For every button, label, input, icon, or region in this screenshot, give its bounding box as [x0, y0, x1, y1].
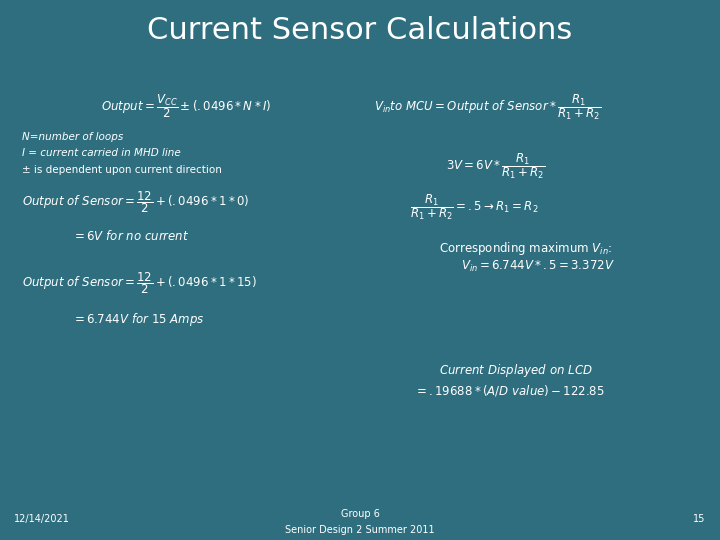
Text: $Output\ of\ Sensor = \dfrac{12}{2} + (.0496 * 1 * 0)$: $Output\ of\ Sensor = \dfrac{12}{2} + (.…	[22, 189, 249, 215]
Text: $Output = \dfrac{V_{CC}}{2} \pm (.0496 * N * I)$: $Output = \dfrac{V_{CC}}{2} \pm (.0496 *…	[101, 92, 271, 119]
Text: $\dfrac{R_1}{R_1 + R_2} = .5 \rightarrow R_1 = R_2$: $\dfrac{R_1}{R_1 + R_2} = .5 \rightarrow…	[410, 192, 539, 221]
Text: $Output\ of\ Sensor = \dfrac{12}{2} + (.0496 * 1 * 15)$: $Output\ of\ Sensor = \dfrac{12}{2} + (.…	[22, 270, 256, 296]
Text: Group 6: Group 6	[341, 509, 379, 519]
Text: Senior Design 2 Summer 2011: Senior Design 2 Summer 2011	[285, 524, 435, 535]
Text: 15: 15	[693, 514, 706, 524]
Text: 12/14/2021: 12/14/2021	[14, 514, 71, 524]
Text: $3V = 6V * \dfrac{R_1}{R_1 + R_2}$: $3V = 6V * \dfrac{R_1}{R_1 + R_2}$	[446, 151, 546, 181]
Text: $Current\ Displayed\ on\ LCD$: $Current\ Displayed\ on\ LCD$	[439, 362, 593, 379]
Text: $= 6V\ for\ no\ current$: $= 6V\ for\ no\ current$	[72, 230, 189, 244]
Text: Corresponding maximum $V_{in}$:: Corresponding maximum $V_{in}$:	[439, 240, 613, 257]
Text: I = current carried in MHD line: I = current carried in MHD line	[22, 148, 180, 159]
Text: ± is dependent upon current direction: ± is dependent upon current direction	[22, 165, 222, 175]
Text: $= 6.744V\ for\ 15\ Amps$: $= 6.744V\ for\ 15\ Amps$	[72, 310, 204, 327]
Text: $= .19688 * (A/D\ value) - 122.85$: $= .19688 * (A/D\ value) - 122.85$	[414, 383, 605, 399]
Text: N=number of loops: N=number of loops	[22, 132, 123, 143]
Text: $V_{in} = 6.744V * .5 = 3.372V$: $V_{in} = 6.744V * .5 = 3.372V$	[461, 259, 615, 274]
Text: $V_{in}to\ MCU = Output\ of\ Sensor * \dfrac{R_1}{R_1 + R_2}$: $V_{in}to\ MCU = Output\ of\ Sensor * \d…	[374, 92, 602, 122]
Text: Current Sensor Calculations: Current Sensor Calculations	[148, 16, 572, 45]
